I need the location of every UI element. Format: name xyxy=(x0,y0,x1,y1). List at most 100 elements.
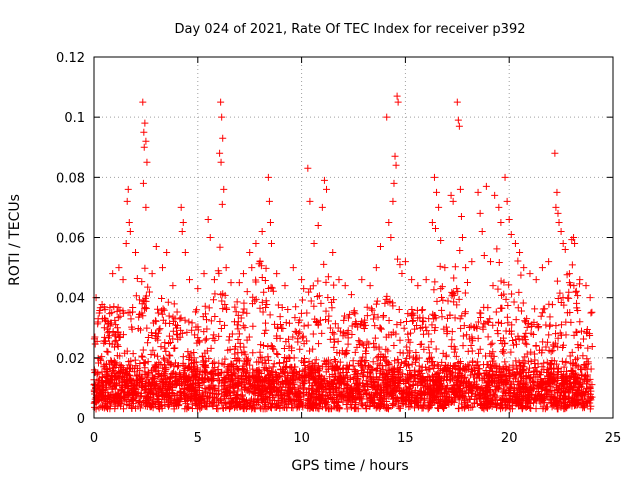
data-point xyxy=(333,362,341,370)
data-point xyxy=(218,382,226,390)
data-point xyxy=(139,353,147,361)
data-point xyxy=(162,319,170,327)
data-point xyxy=(264,385,272,393)
data-point xyxy=(541,305,549,313)
data-point xyxy=(114,314,122,322)
data-point xyxy=(545,331,553,339)
data-point xyxy=(117,400,125,408)
data-point xyxy=(588,393,596,401)
data-point xyxy=(456,365,464,373)
data-point xyxy=(291,401,299,409)
data-point xyxy=(369,378,377,386)
data-point xyxy=(413,321,421,329)
data-point xyxy=(375,399,383,407)
data-point xyxy=(380,353,388,361)
data-point xyxy=(421,396,429,404)
data-point xyxy=(401,380,409,388)
data-point xyxy=(273,402,281,410)
data-point xyxy=(457,324,465,332)
data-point xyxy=(307,297,315,305)
data-point xyxy=(536,376,544,384)
data-point xyxy=(432,378,440,386)
data-point xyxy=(571,379,579,387)
data-point xyxy=(457,385,465,393)
data-point xyxy=(554,209,562,217)
data-point xyxy=(104,348,112,356)
data-point xyxy=(538,363,546,371)
data-point xyxy=(165,339,173,347)
data-point xyxy=(97,395,105,403)
data-point xyxy=(285,380,293,388)
data-point xyxy=(331,366,339,374)
data-point xyxy=(497,277,505,285)
data-point xyxy=(243,367,251,375)
data-point xyxy=(515,288,523,296)
data-point xyxy=(220,185,228,193)
data-point xyxy=(299,390,307,398)
data-point xyxy=(461,289,469,297)
data-point xyxy=(165,312,173,320)
data-point xyxy=(574,386,582,394)
data-point xyxy=(249,373,257,381)
data-point xyxy=(164,298,172,306)
data-point xyxy=(439,349,447,357)
data-point xyxy=(339,388,347,396)
data-point xyxy=(273,332,281,340)
data-point xyxy=(185,363,193,371)
data-point xyxy=(506,398,514,406)
data-point xyxy=(334,384,342,392)
data-point xyxy=(311,315,319,323)
data-point xyxy=(125,367,133,375)
data-point xyxy=(234,355,242,363)
data-point xyxy=(396,388,404,396)
data-point xyxy=(330,356,338,364)
data-point xyxy=(419,306,427,314)
data-point xyxy=(483,387,491,395)
data-point xyxy=(298,276,306,284)
data-point xyxy=(377,382,385,390)
data-point xyxy=(293,328,301,336)
data-point xyxy=(548,357,556,365)
x-tick-label: 20 xyxy=(501,431,518,446)
data-point xyxy=(227,392,235,400)
data-point xyxy=(91,340,99,348)
data-point xyxy=(426,365,434,373)
data-point xyxy=(141,264,149,272)
data-point xyxy=(102,360,110,368)
data-point xyxy=(403,343,411,351)
data-point xyxy=(184,348,192,356)
data-point xyxy=(235,366,243,374)
data-point xyxy=(112,381,120,389)
data-point xyxy=(122,240,130,248)
data-point xyxy=(538,264,546,272)
data-point xyxy=(426,401,434,409)
data-point xyxy=(183,328,191,336)
data-point xyxy=(299,367,307,375)
data-point xyxy=(125,218,133,226)
data-point xyxy=(233,365,241,373)
data-point xyxy=(240,397,248,405)
data-point xyxy=(366,282,374,290)
data-point xyxy=(367,375,375,383)
data-point xyxy=(397,359,405,367)
data-point xyxy=(417,387,425,395)
data-point xyxy=(453,98,461,106)
data-point xyxy=(344,314,352,322)
data-point xyxy=(523,323,531,331)
data-point xyxy=(566,281,574,289)
data-point xyxy=(519,375,527,383)
data-point xyxy=(371,392,379,400)
data-point xyxy=(169,282,177,290)
data-point xyxy=(314,277,322,285)
data-point xyxy=(438,313,446,321)
data-point xyxy=(587,309,595,317)
data-point xyxy=(507,230,515,238)
data-point xyxy=(352,368,360,376)
data-point xyxy=(497,304,505,312)
data-point xyxy=(534,360,542,368)
data-point xyxy=(322,316,330,324)
data-point xyxy=(231,303,239,311)
data-point xyxy=(193,399,201,407)
data-point xyxy=(449,397,457,405)
data-point xyxy=(554,294,562,302)
